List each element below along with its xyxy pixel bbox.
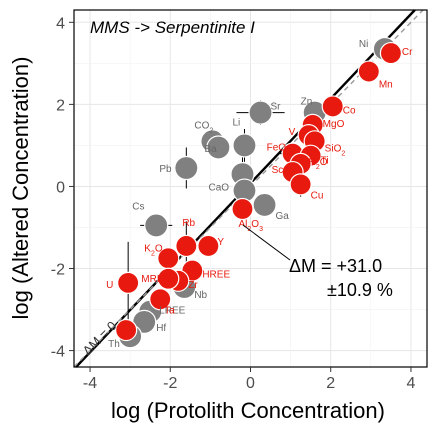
- data-point-immobile: [206, 135, 231, 160]
- point-label: Sr: [271, 102, 282, 113]
- x-tick-label: -2: [163, 375, 177, 392]
- y-tick-label: -2: [51, 262, 65, 279]
- y-tick-label: -4: [51, 344, 65, 361]
- point-label-part: 2: [209, 127, 213, 134]
- axis-ticks: -4 -2 0 2 4 -4 -2 0 2 4: [51, 15, 416, 392]
- point-label: Rb: [182, 218, 195, 229]
- point-label: Cu: [311, 190, 324, 201]
- data-point-immobile: [248, 100, 273, 125]
- point-label-part: 2: [151, 250, 155, 257]
- point-label: Co: [343, 105, 356, 116]
- data-point-mobile: [321, 95, 344, 118]
- point-label-part: 2: [341, 150, 345, 157]
- point-label-part: H: [309, 157, 316, 168]
- point-label: Ga: [276, 211, 290, 222]
- point-label: SiO2: [325, 143, 346, 157]
- point-label: Zr: [188, 280, 198, 291]
- data-point-immobile: [144, 213, 169, 238]
- point-label: K2O: [144, 243, 163, 256]
- y-axis-label: log (Altered Concentration): [8, 57, 33, 320]
- point-label: Ti: [321, 156, 329, 167]
- point-label: Hf: [156, 323, 166, 334]
- data-points: [115, 36, 402, 349]
- data-point-immobile: [252, 192, 277, 218]
- point-label: Th: [108, 339, 120, 350]
- point-label: MREE: [141, 274, 170, 285]
- data-point-mobile: [149, 288, 172, 311]
- data-point-mobile: [175, 234, 198, 258]
- x-tick-label: 0: [246, 375, 255, 392]
- delta-m-value: ΔM = +31.0: [289, 256, 382, 276]
- data-point-mobile: [115, 318, 138, 342]
- data-point-mobile: [357, 60, 380, 83]
- data-point-immobile: [174, 155, 199, 181]
- point-label: Y: [217, 237, 224, 248]
- data-point-mobile: [117, 271, 140, 294]
- point-label: Zn: [301, 97, 313, 108]
- point-label: MgO: [323, 119, 345, 130]
- data-point-mobile: [231, 197, 254, 221]
- data-point-mobile: [289, 173, 312, 196]
- point-label: Ni: [359, 39, 368, 50]
- data-point-mobile: [379, 41, 402, 65]
- point-label: Nb: [194, 290, 207, 301]
- point-label-part: K: [144, 243, 151, 254]
- point-label: H2O: [309, 157, 328, 171]
- grid-lines: [74, 10, 427, 367]
- point-label: U: [106, 280, 113, 291]
- point-label-part: 3: [259, 226, 263, 233]
- x-tick-label: 4: [407, 375, 416, 392]
- annotation-leader-line: [242, 224, 291, 261]
- x-tick-label: 2: [326, 375, 335, 392]
- point-label: Li: [232, 117, 240, 128]
- point-label: Cr: [402, 47, 413, 58]
- point-label: HREE: [202, 270, 230, 281]
- chart-title: MMS -> Serpentinite I: [90, 18, 255, 37]
- point-label: Ta: [164, 305, 175, 316]
- data-point-mobile: [157, 267, 180, 290]
- x-tick-label: -4: [83, 375, 97, 392]
- point-label: V: [289, 127, 296, 138]
- point-label: Cs: [132, 201, 144, 212]
- y-tick-label: 0: [56, 179, 65, 196]
- point-label-part: O: [251, 219, 259, 230]
- point-label: FeO: [267, 143, 287, 154]
- reference-line-label: ΔM = 0: [80, 318, 120, 358]
- point-label-part: Al: [238, 219, 247, 230]
- point-label-part: CO: [194, 120, 209, 131]
- point-label-part: 2: [247, 226, 251, 233]
- point-label: CaO: [208, 183, 229, 194]
- point-label: Al2O3: [238, 219, 263, 233]
- point-label: Mn: [379, 80, 393, 91]
- point-label-part: 2: [316, 163, 320, 170]
- point-label: CO2: [194, 120, 213, 134]
- point-label-part: O: [155, 243, 163, 254]
- point-label: Ba: [204, 144, 217, 155]
- data-point-immobile: [232, 133, 257, 158]
- delta-m-uncertainty: ±10.9 %: [327, 280, 393, 300]
- y-tick-label: 4: [56, 15, 65, 32]
- point-label-part: SiO: [325, 143, 342, 154]
- point-label: LREE: [159, 306, 185, 317]
- data-point-mobile: [197, 234, 220, 258]
- x-axis-label: log (Protolith Concentration): [111, 398, 385, 423]
- point-label-part: O: [320, 157, 328, 168]
- point-labels: NiZnSrLiCO2PbBaCaOGaCsNbLREEHfThCrMnCoMg…: [106, 39, 413, 350]
- point-label: Pb: [159, 164, 172, 175]
- point-label: Sc: [272, 165, 284, 176]
- y-tick-label: 2: [56, 97, 65, 114]
